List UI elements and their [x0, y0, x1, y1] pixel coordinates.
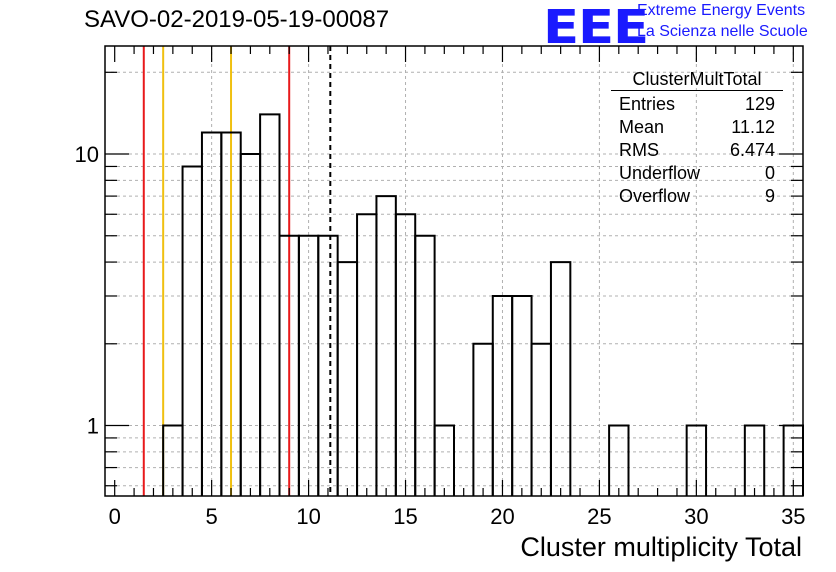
histogram-bin [356, 213, 378, 496]
stats-label: Mean [619, 117, 665, 137]
histogram-bin [743, 424, 766, 496]
histogram-bin [685, 424, 708, 496]
eee-logo: EEE [543, 0, 649, 54]
x-axis-label: Cluster multiplicity Total [520, 532, 802, 562]
stats-value: 9 [764, 186, 775, 206]
histogram-bin [472, 342, 494, 496]
x-tick-label: 20 [490, 504, 514, 529]
stats-row: Mean 11.12 [611, 116, 783, 139]
histogram-bin [549, 261, 572, 496]
histogram-bin [200, 131, 223, 496]
x-tick-label: 35 [781, 504, 805, 529]
x-tick-label: 0 [109, 504, 121, 529]
histogram-bin [259, 113, 281, 496]
histogram-bin [414, 234, 436, 496]
stats-label: Underflow [619, 163, 701, 183]
histogram-bin [530, 342, 552, 496]
histogram-bin [317, 234, 339, 496]
x-tick-label: 30 [684, 504, 708, 529]
axis-ticks: 0 5 10 15 20 25 30 35 1 10 [75, 46, 806, 529]
histogram-bin [608, 424, 630, 496]
stats-row: Overflow 9 [611, 185, 783, 208]
chart-title: SAVO-02-2019-05-19-00087 [84, 6, 390, 33]
x-tick-label: 25 [587, 504, 611, 529]
stats-label: Entries [619, 94, 676, 114]
stats-box: ClusterMultTotal Entries 129 Mean 11.12 … [611, 68, 783, 208]
histogram-bin [511, 294, 533, 496]
stats-row: Underflow 0 [611, 162, 783, 185]
stats-label: Overflow [619, 186, 691, 206]
x-tick-label: 5 [206, 504, 218, 529]
stats-row: RMS 6.474 [611, 139, 783, 162]
histogram-bin [239, 153, 262, 496]
stats-value: 6.474 [729, 140, 775, 160]
stats-value: 11.12 [731, 117, 775, 137]
stats-row: Entries 129 [611, 93, 783, 116]
marker-lines [142, 46, 332, 496]
plot-frame [104, 45, 804, 497]
x-tick-label: 10 [296, 504, 320, 529]
y-tick-label: 10 [75, 142, 99, 167]
stats-value: 0 [764, 163, 775, 183]
histogram-bin [433, 424, 455, 496]
histogram-bins [162, 113, 804, 496]
x-tick-label: 15 [393, 504, 417, 529]
stats-label: RMS [619, 140, 659, 160]
stats-value: 129 [744, 94, 775, 114]
histogram-bin [336, 261, 359, 496]
histogram-bin [181, 165, 203, 496]
histogram-bin [375, 195, 397, 496]
y-tick-label: 1 [87, 414, 99, 439]
stats-title: ClusterMultTotal [611, 68, 783, 91]
logo-line-2: La Scienza nelle Scuole [637, 23, 808, 40]
logo-line-1: Extreme Energy Events [637, 2, 806, 19]
